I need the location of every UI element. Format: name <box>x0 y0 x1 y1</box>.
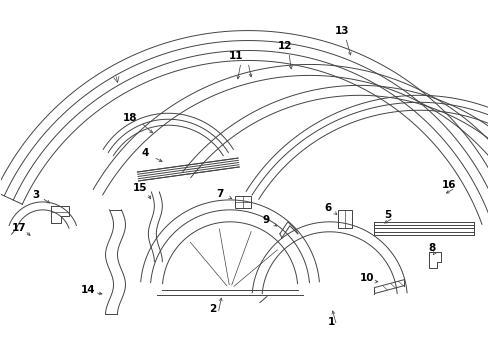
Bar <box>337 210 351 228</box>
Text: 9: 9 <box>262 215 269 225</box>
Text: 8: 8 <box>428 243 435 253</box>
Text: 14: 14 <box>81 284 96 294</box>
Text: 17: 17 <box>12 223 26 233</box>
Text: 6: 6 <box>324 203 331 213</box>
Text: 12: 12 <box>277 41 291 50</box>
Text: 13: 13 <box>334 26 348 36</box>
Text: 16: 16 <box>441 180 455 190</box>
Bar <box>235 196 250 208</box>
Text: 5: 5 <box>383 210 390 220</box>
Text: 15: 15 <box>133 183 147 193</box>
Text: 3: 3 <box>32 190 40 200</box>
Text: 2: 2 <box>209 305 216 315</box>
Text: 18: 18 <box>123 113 138 123</box>
Text: 10: 10 <box>360 273 374 283</box>
Text: 4: 4 <box>142 148 149 158</box>
Text: 7: 7 <box>216 189 224 199</box>
Text: 1: 1 <box>327 318 335 328</box>
Text: 11: 11 <box>228 51 243 62</box>
